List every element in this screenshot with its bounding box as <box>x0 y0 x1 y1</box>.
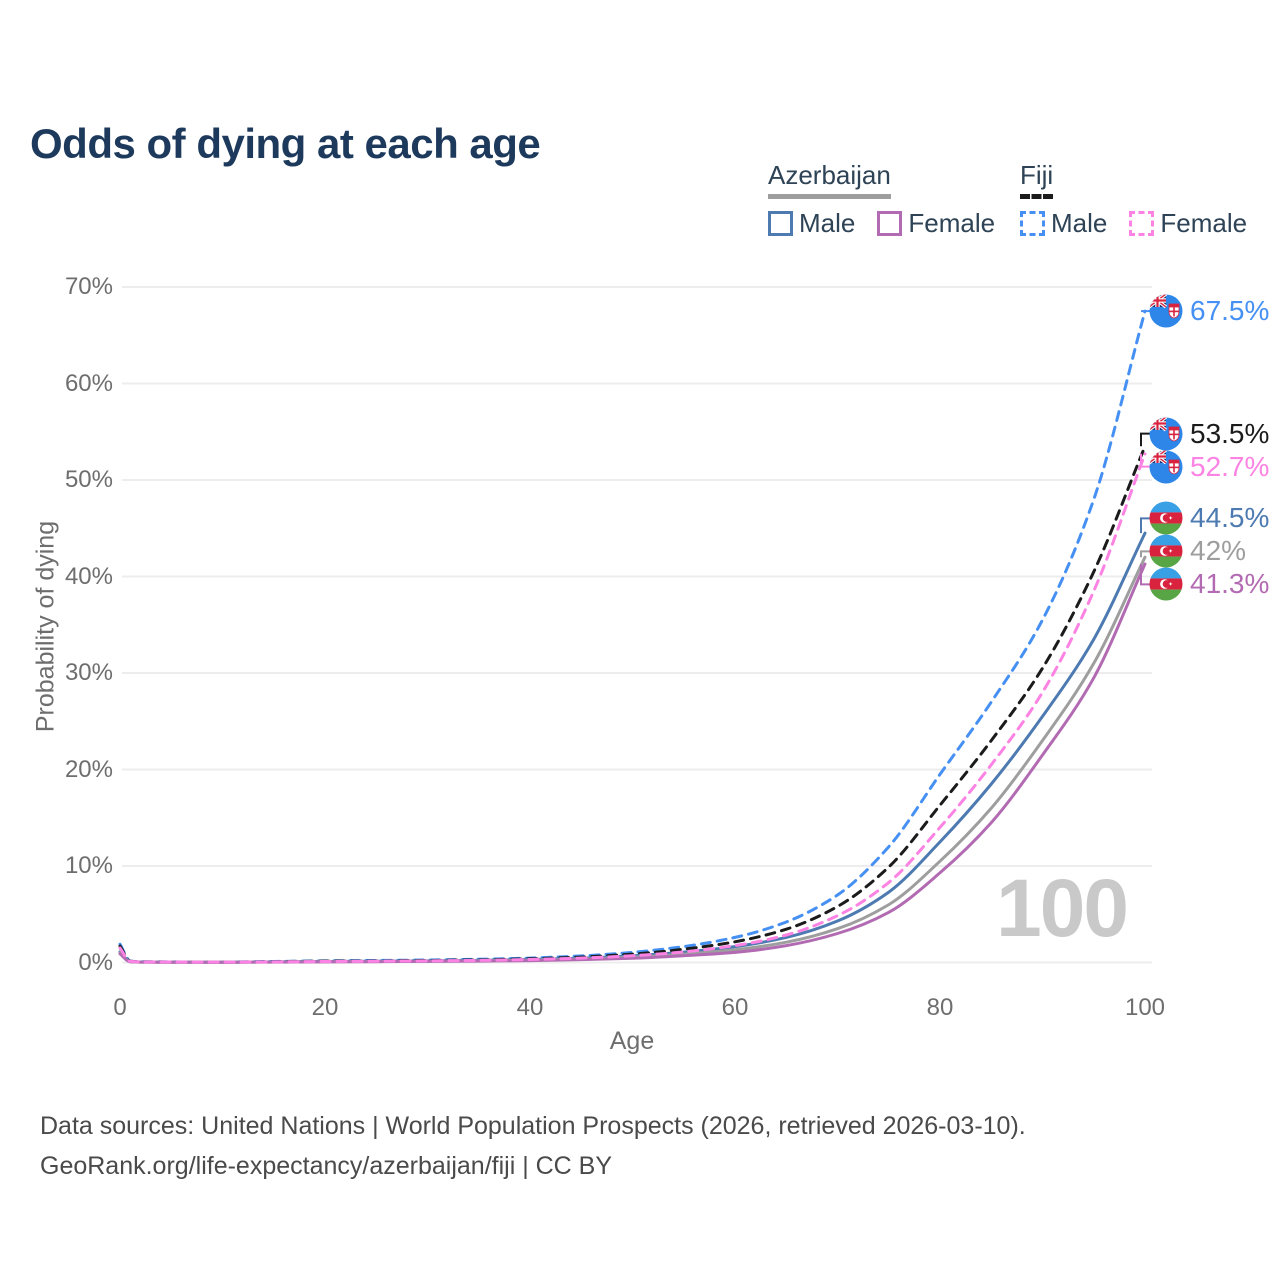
fiji-flag-icon <box>1149 294 1183 328</box>
x-tick-label: 20 <box>311 994 339 1021</box>
y-tick-label: 20% <box>64 755 113 783</box>
fiji-female-swatch <box>1129 211 1155 236</box>
azerbaijan-flag-icon <box>1149 501 1183 535</box>
legend-group-azerbaijan: Azerbaijan Male Female <box>768 160 995 239</box>
x-tick-label: 60 <box>721 994 749 1021</box>
legend-item-label: Female <box>1160 208 1248 238</box>
azerbaijan-flag-icon <box>1149 534 1183 568</box>
legend-head-fiji: Fiji <box>1020 160 1054 199</box>
end-label-connector <box>1140 432 1151 447</box>
legend-item-azerbaijan-female[interactable]: Female <box>877 208 995 239</box>
data-sources-line: Data sources: United Nations | World Pop… <box>40 1112 1026 1140</box>
end-label-value: 41.3% <box>1190 568 1270 600</box>
end-label-azerbaijan-both: 42% <box>1149 534 1246 568</box>
age-watermark: 100 <box>996 863 1129 954</box>
azerbaijan-male-swatch <box>768 211 793 236</box>
legend-country-label-azerbaijan: Azerbaijan <box>768 160 891 190</box>
legend-item-fiji-male[interactable]: Male <box>1020 208 1107 239</box>
fiji-flag-icon <box>1149 417 1183 451</box>
end-label-azerbaijan-male: 44.5% <box>1149 501 1269 535</box>
end-label-connector <box>1140 453 1151 468</box>
line-fiji-female[interactable] <box>118 452 1147 964</box>
legend-item-label: Female <box>908 208 996 238</box>
x-tick-label: 80 <box>926 994 954 1021</box>
azerbaijan-female-swatch <box>877 211 903 236</box>
y-tick-label: 30% <box>64 659 113 686</box>
y-tick-label: 10% <box>64 852 113 879</box>
line-azerbaijan-both[interactable] <box>118 555 1147 964</box>
x-axis-title: Age <box>609 1027 655 1055</box>
legend-group-fiji: Fiji Male Female <box>1020 160 1247 239</box>
legend-items-fiji: Male Female <box>1020 208 1247 239</box>
fiji-flag-icon <box>1149 450 1183 484</box>
x-tick-label: 100 <box>1124 994 1166 1021</box>
azerbaijan-flag-icon <box>1149 567 1183 601</box>
end-label-connector <box>1140 517 1151 534</box>
end-label-connector <box>1140 564 1151 586</box>
legend-item-fiji-female[interactable]: Female <box>1129 208 1247 239</box>
azerbaijan-total-line-swatch <box>768 194 891 199</box>
legend-items-azerbaijan: Male Female <box>768 208 995 239</box>
end-label-fiji-male: 67.5% <box>1149 294 1269 328</box>
y-tick-label: 60% <box>64 369 113 397</box>
x-tick-label: 40 <box>516 994 544 1021</box>
legend-item-label: Male <box>1051 208 1108 238</box>
y-tick-label: 40% <box>64 562 113 590</box>
legend-head-azerbaijan: Azerbaijan <box>768 160 891 199</box>
end-label-value: 44.5% <box>1190 502 1270 534</box>
x-tick-label: 0 <box>113 994 127 1021</box>
y-tick-label: 50% <box>64 466 113 493</box>
legend-item-label: Male <box>799 208 856 238</box>
line-fiji-male[interactable] <box>118 309 1147 964</box>
attribution-line: GeoRank.org/life-expectancy/azerbaijan/f… <box>40 1152 613 1180</box>
footer: Data sources: United Nations | World Pop… <box>40 1106 1026 1186</box>
end-label-azerbaijan-female: 41.3% <box>1149 567 1269 601</box>
fiji-male-swatch <box>1020 211 1045 236</box>
y-tick-label: 70% <box>64 273 113 300</box>
page-title: Odds of dying at each age <box>30 120 541 168</box>
line-azerbaijan-male[interactable] <box>118 531 1147 964</box>
end-label-connector <box>1140 550 1151 558</box>
legend-item-azerbaijan-male[interactable]: Male <box>768 208 855 239</box>
legend-country-label-fiji: Fiji <box>1020 160 1054 190</box>
end-label-fiji-both: 53.5% <box>1149 417 1269 451</box>
end-label-value: 52.7% <box>1190 450 1270 482</box>
end-label-fiji-female: 52.7% <box>1149 450 1269 484</box>
fiji-total-line-swatch <box>1020 194 1054 199</box>
end-label-value: 42% <box>1190 535 1247 567</box>
end-label-value: 67.5% <box>1190 295 1270 327</box>
end-label-value: 53.5% <box>1190 417 1270 449</box>
y-tick-label: 0% <box>78 948 113 976</box>
